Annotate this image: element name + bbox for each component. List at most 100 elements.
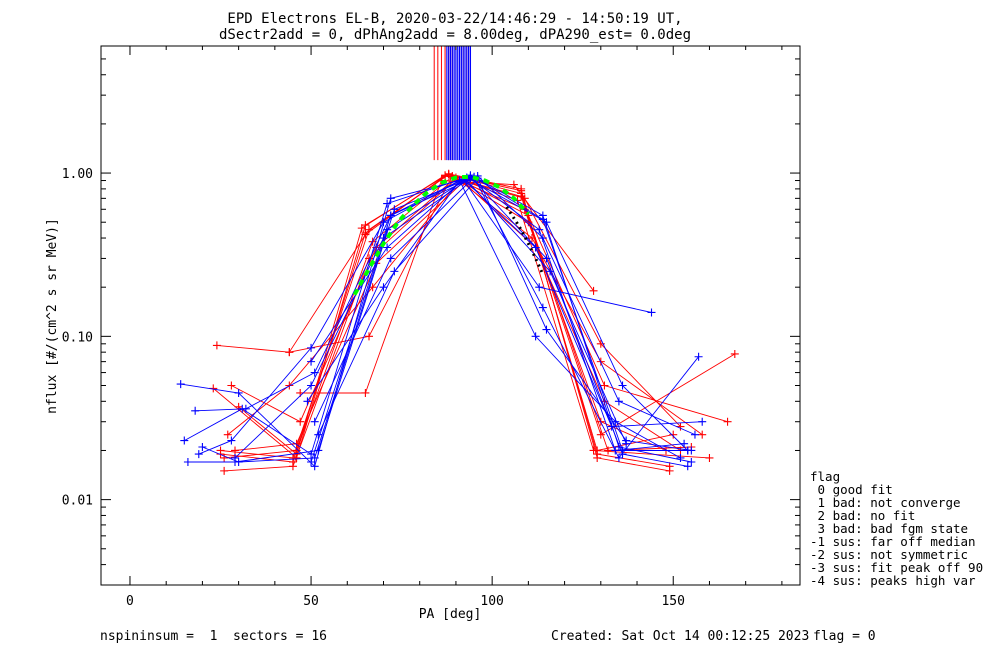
data-point-red bbox=[365, 332, 374, 341]
data-point-red bbox=[665, 462, 674, 471]
data-point-blue bbox=[379, 218, 388, 227]
axis-layer: 0 50 100 150 0.01 0.10 1.00 bbox=[62, 45, 800, 609]
data-point-red bbox=[361, 228, 370, 237]
y-axis-label: nflux [#/(cm^2 s sr MeV)] bbox=[45, 218, 60, 414]
data-point-blue bbox=[698, 417, 707, 426]
chart-title-line-2: dSectr2add = 0, dPhAng2add = 8.00deg, dP… bbox=[219, 27, 691, 43]
series-line-blue bbox=[184, 176, 689, 455]
data-point-blue bbox=[303, 397, 312, 406]
data-point-blue bbox=[307, 381, 316, 390]
data-point-blue bbox=[234, 388, 243, 397]
data-point-red bbox=[212, 341, 221, 350]
data-point-blue bbox=[538, 303, 547, 312]
data-point-blue bbox=[683, 446, 692, 455]
chart-title-line-1: EPD Electrons EL-B, 2020-03-22/14:46:29 … bbox=[227, 11, 682, 27]
data-point-red bbox=[705, 453, 714, 462]
series-line-blue bbox=[198, 178, 703, 455]
y-tick-label: 0.01 bbox=[62, 494, 93, 509]
flag-legend: flag 0 good fit 1 bad: not converge 2 ba… bbox=[810, 469, 983, 588]
data-point-red bbox=[292, 439, 301, 448]
data-point-red bbox=[361, 388, 370, 397]
data-point-red bbox=[600, 381, 609, 390]
data-point-blue bbox=[542, 254, 551, 263]
legend-entry: 1 bad: not converge bbox=[810, 495, 961, 510]
data-point-red bbox=[596, 430, 605, 439]
data-point-blue bbox=[538, 234, 547, 243]
data-point-red bbox=[357, 224, 366, 233]
data-point-blue bbox=[386, 194, 395, 203]
data-point-blue bbox=[680, 439, 689, 448]
series-line-blue bbox=[195, 175, 696, 436]
data-point-red bbox=[227, 381, 236, 390]
data-point-red bbox=[220, 466, 229, 475]
data-point-blue bbox=[618, 381, 627, 390]
data-point-red bbox=[669, 430, 678, 439]
data-point-red bbox=[730, 349, 739, 358]
data-point-red bbox=[509, 180, 518, 189]
series-line-red bbox=[231, 176, 728, 423]
series-line-red bbox=[224, 178, 736, 472]
data-point-blue bbox=[622, 436, 631, 445]
data-point-blue bbox=[383, 243, 392, 252]
x-tick-label: 50 bbox=[303, 594, 319, 609]
data-point-blue bbox=[690, 430, 699, 439]
data-point-blue bbox=[694, 352, 703, 361]
legend-entry: -3 sus: fit peak off 90 bbox=[810, 560, 983, 575]
data-point-blue bbox=[535, 283, 544, 292]
data-point-blue bbox=[535, 225, 544, 234]
data-point-blue bbox=[683, 462, 692, 471]
series-line-blue bbox=[307, 179, 681, 459]
legend-title: flag bbox=[810, 469, 840, 484]
data-point-blue bbox=[386, 211, 395, 220]
data-point-blue bbox=[687, 457, 696, 466]
series-line-blue bbox=[234, 179, 627, 459]
data-point-red bbox=[444, 170, 453, 179]
footer-created: Created: Sat Oct 14 00:12:25 2023 bbox=[551, 629, 809, 644]
data-point-blue bbox=[542, 325, 551, 334]
plot-frame bbox=[100, 45, 801, 586]
footer-flag: flag = 0 bbox=[813, 629, 876, 644]
data-point-blue bbox=[191, 406, 200, 415]
data-point-blue bbox=[531, 332, 540, 341]
series-line-blue bbox=[317, 177, 692, 451]
data-point-blue bbox=[310, 462, 319, 471]
y-tick-label: 1.00 bbox=[62, 167, 93, 182]
x-tick-label: 0 bbox=[126, 594, 134, 609]
legend-entry: -4 sus: peaks high var bbox=[810, 573, 976, 588]
footer-spin-info: nspininsum = 1 sectors = 16 bbox=[100, 629, 327, 644]
series-line-blue bbox=[187, 177, 685, 463]
data-point-red bbox=[517, 186, 526, 195]
data-point-blue bbox=[647, 308, 656, 317]
data-point-red bbox=[285, 348, 294, 357]
series-line-red bbox=[224, 176, 710, 459]
series-line-blue bbox=[180, 176, 692, 468]
series-line-red bbox=[238, 174, 692, 455]
legend-entry: -2 sus: not symmetric bbox=[810, 547, 968, 562]
data-point-blue bbox=[314, 430, 323, 439]
data-point-blue bbox=[383, 199, 392, 208]
series-line-red bbox=[216, 175, 681, 427]
legend-entry: -1 sus: far off median bbox=[810, 534, 976, 549]
legend-entry: 0 good fit bbox=[810, 482, 893, 497]
data-point-red bbox=[296, 417, 305, 426]
x-tick-label: 150 bbox=[661, 594, 684, 609]
data-point-blue bbox=[227, 436, 236, 445]
legend-entry: 3 bad: bad fgm state bbox=[810, 521, 968, 536]
data-point-blue bbox=[307, 357, 316, 366]
data-point-red bbox=[593, 450, 602, 459]
data-point-blue bbox=[198, 443, 207, 452]
data-point-blue bbox=[618, 446, 627, 455]
data-layer bbox=[176, 46, 739, 475]
data-point-blue bbox=[531, 243, 540, 252]
data-point-blue bbox=[176, 380, 185, 389]
data-point-blue bbox=[676, 453, 685, 462]
data-point-blue bbox=[180, 436, 189, 445]
data-point-red bbox=[589, 286, 598, 295]
data-point-red bbox=[220, 453, 229, 462]
data-point-red bbox=[231, 446, 240, 455]
data-point-blue bbox=[614, 397, 623, 406]
series-line-blue bbox=[202, 176, 688, 467]
data-point-blue bbox=[194, 450, 203, 459]
x-tick-label: 100 bbox=[480, 594, 503, 609]
